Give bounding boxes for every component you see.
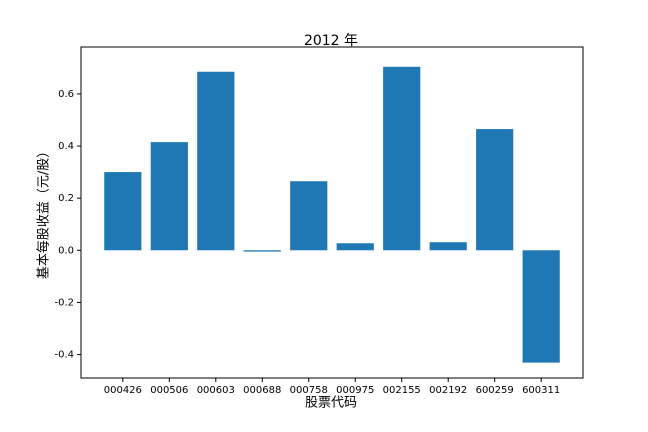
y-tick-label: 0.6 <box>58 89 74 100</box>
bar <box>104 172 142 251</box>
x-tick-label: 000975 <box>336 385 374 396</box>
bar <box>522 250 560 363</box>
y-tick-label: 0.2 <box>58 193 74 204</box>
y-axis-label: 基本每股收益（元/股） <box>36 145 52 279</box>
chart-title: 2012 年 <box>304 33 358 49</box>
bar <box>197 71 235 251</box>
bar <box>290 181 328 251</box>
x-tick-label: 000688 <box>243 385 281 396</box>
bar <box>383 66 421 251</box>
bar <box>429 242 467 251</box>
x-tick-label: 000603 <box>197 385 235 396</box>
y-tick-label: -0.4 <box>54 350 74 361</box>
bar <box>336 243 374 251</box>
plot-frame <box>80 46 584 379</box>
bar <box>150 142 188 251</box>
x-tick-label: 000506 <box>150 385 188 396</box>
bar <box>476 129 514 251</box>
x-axis-label: 股票代码 <box>305 396 357 411</box>
x-tick-label: 600259 <box>476 385 514 396</box>
x-tick-label: 000426 <box>104 385 142 396</box>
x-tick-label: 002155 <box>383 385 421 396</box>
x-tick-label: 000758 <box>290 385 328 396</box>
y-tick-label: 0.4 <box>58 141 74 152</box>
y-tick-label: -0.2 <box>54 297 74 308</box>
y-tick-label: 0.0 <box>58 245 74 256</box>
x-tick-label: 002192 <box>429 385 467 396</box>
x-tick-label: 600311 <box>522 385 560 396</box>
bar <box>243 250 281 252</box>
